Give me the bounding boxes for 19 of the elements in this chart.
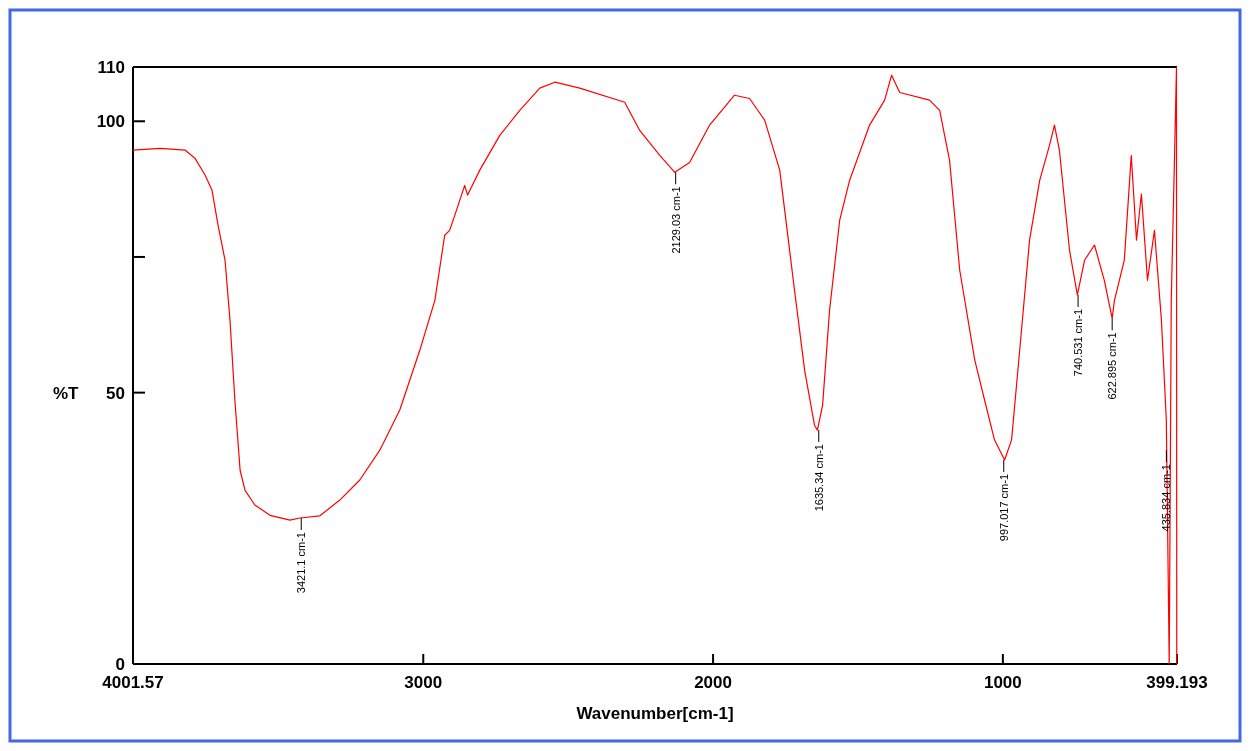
x-tick-label: 2000 bbox=[694, 673, 732, 692]
line-series bbox=[133, 66, 1178, 665]
annotation: 622.895 cm-1 bbox=[1106, 332, 1119, 400]
y-tick-label: 0 bbox=[115, 654, 125, 674]
annotation: 3421.1 cm-1 bbox=[295, 532, 308, 594]
annotation: 2129.03 cm-1 bbox=[669, 186, 682, 254]
x-tick-label: 1000 bbox=[983, 673, 1022, 692]
annotation: 997.017 cm-1 bbox=[997, 473, 1010, 542]
x-tick-label: 399.193 bbox=[1146, 673, 1208, 692]
y-tick-label: 50 bbox=[106, 383, 125, 403]
y-tick-label: 100 bbox=[96, 112, 125, 132]
x-axis-title: Wavenumber[cm-1] bbox=[576, 704, 734, 723]
annotation: 1635.34 cm-1 bbox=[812, 444, 825, 512]
x-tick-label: 3000 bbox=[404, 673, 443, 692]
x-tick-label: 4001.57 bbox=[102, 673, 164, 692]
annotation: 740.531 cm-1 bbox=[1072, 308, 1085, 377]
y-tick-label: 110 bbox=[97, 57, 125, 77]
annotation: 435.834 cm-1 bbox=[1160, 464, 1173, 532]
y-axis-title: %T bbox=[53, 383, 80, 403]
